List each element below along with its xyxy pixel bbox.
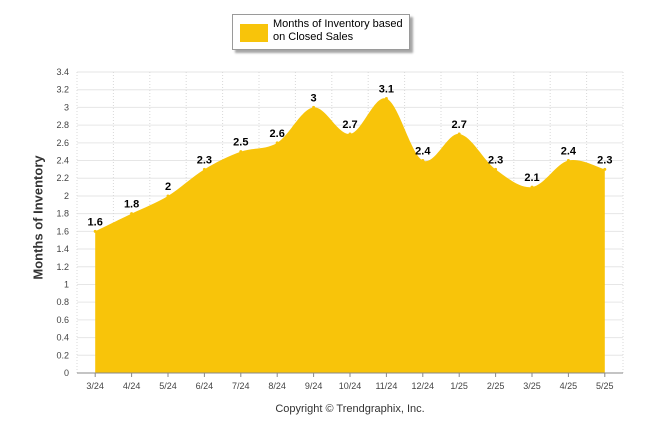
data-point — [130, 212, 134, 216]
data-point — [93, 229, 97, 233]
x-tick-label: 10/24 — [339, 381, 362, 391]
x-tick-label: 5/24 — [159, 381, 177, 391]
area-series — [95, 98, 605, 373]
y-tick-label: 2.6 — [56, 138, 69, 148]
data-point — [312, 105, 316, 109]
x-tick-label: 11/24 — [375, 381, 397, 391]
data-label: 2.7 — [452, 119, 467, 131]
data-point — [530, 185, 534, 189]
x-tick-label: 7/24 — [232, 381, 250, 391]
y-tick-label: 2.4 — [56, 156, 69, 166]
y-tick-label: 0.2 — [56, 350, 69, 360]
data-label: 2.3 — [597, 154, 612, 166]
data-point — [566, 159, 570, 163]
y-tick-label: 1 — [64, 279, 69, 289]
x-tick-label: 3/24 — [86, 381, 104, 391]
data-label: 2 — [165, 181, 171, 193]
y-tick-label: 3 — [64, 102, 69, 112]
data-label: 1.8 — [124, 199, 139, 211]
y-tick-label: 3.2 — [56, 85, 69, 95]
data-point — [239, 150, 243, 154]
x-tick-label: 12/24 — [412, 381, 435, 391]
data-point — [603, 167, 607, 171]
data-point — [348, 132, 352, 136]
data-point — [202, 167, 206, 171]
x-tick-label: 6/24 — [196, 381, 214, 391]
legend-label: Months of Inventory based on Closed Sale… — [273, 18, 403, 43]
x-tick-label: 4/25 — [560, 381, 578, 391]
data-label: 3 — [311, 92, 317, 104]
data-label: 2.3 — [197, 154, 212, 166]
copyright-footer: Copyright © Trendgraphix, Inc. — [275, 403, 425, 415]
y-tick-label: 0 — [64, 368, 69, 378]
y-tick-label: 1.6 — [56, 226, 69, 236]
y-tick-label: 1.4 — [56, 244, 69, 254]
data-label: 3.1 — [379, 84, 394, 96]
data-label: 2.3 — [488, 154, 503, 166]
legend: Months of Inventory based on Closed Sale… — [232, 14, 410, 50]
y-tick-label: 1.2 — [56, 262, 69, 272]
y-tick-label: 2 — [64, 191, 69, 201]
data-label: 2.5 — [233, 137, 248, 149]
data-point — [275, 141, 279, 145]
data-point — [384, 97, 388, 101]
y-axis-title: Months of Inventory — [30, 155, 46, 280]
x-tick-label: 3/25 — [523, 381, 541, 391]
x-tick-label: 2/25 — [487, 381, 505, 391]
y-tick-label: 0.6 — [56, 315, 69, 325]
data-label: 1.6 — [88, 216, 103, 228]
x-tick-label: 4/24 — [123, 381, 141, 391]
data-point — [494, 167, 498, 171]
y-tick-label: 2.2 — [56, 173, 69, 183]
legend-swatch — [240, 24, 268, 42]
y-tick-label: 2.8 — [56, 120, 69, 130]
data-label: 2.4 — [415, 146, 431, 158]
data-point — [421, 159, 425, 163]
y-tick-label: 0.4 — [56, 333, 69, 343]
data-label: 2.7 — [342, 119, 357, 131]
y-tick-label: 1.8 — [56, 209, 69, 219]
x-tick-label: 9/24 — [305, 381, 323, 391]
x-tick-label: 1/25 — [450, 381, 468, 391]
data-label: 2.4 — [561, 146, 577, 158]
y-tick-label: 0.8 — [56, 297, 69, 307]
data-label: 2.1 — [524, 172, 539, 184]
x-tick-label: 8/24 — [268, 381, 286, 391]
x-tick-label: 5/25 — [596, 381, 614, 391]
data-point — [457, 132, 461, 136]
y-tick-label: 3.4 — [56, 67, 69, 77]
data-label: 2.6 — [270, 128, 285, 140]
data-point — [166, 194, 170, 198]
